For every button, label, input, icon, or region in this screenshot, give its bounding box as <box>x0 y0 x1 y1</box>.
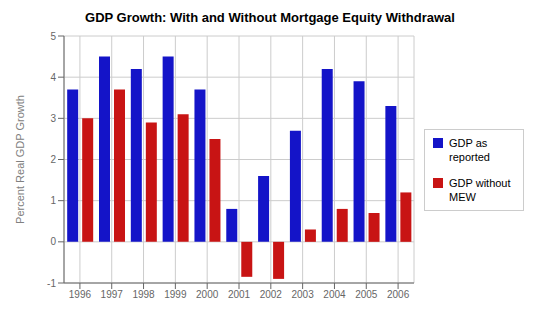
html-text:GDP without MEW: GDP without MEW <box>449 176 511 203</box>
svg-text:5: 5 <box>50 31 56 42</box>
svg-text:1997: 1997 <box>101 289 124 300</box>
svg-text:2005: 2005 <box>355 289 378 300</box>
html-text:GDP Growth: With and Without M: GDP Growth: With and Without Mortgage Eq… <box>85 10 455 25</box>
svg-text:1999: 1999 <box>164 289 187 300</box>
svg-text:2004: 2004 <box>323 289 346 300</box>
svg-text:1: 1 <box>50 195 56 206</box>
svg-text:2000: 2000 <box>196 289 219 300</box>
svg-text:1998: 1998 <box>132 289 155 300</box>
svg-text:Percent Real GDP Growth: Percent Real GDP Growth <box>14 95 26 224</box>
svg-text:4: 4 <box>50 72 56 83</box>
svg-text:2006: 2006 <box>387 289 410 300</box>
svg-text:2002: 2002 <box>260 289 283 300</box>
svg-text:-1: -1 <box>47 278 56 289</box>
svg-text:3: 3 <box>50 113 56 124</box>
svg-text:1996: 1996 <box>69 289 92 300</box>
svg-text:2003: 2003 <box>292 289 315 300</box>
svg-text:0: 0 <box>50 236 56 247</box>
svg-text:2: 2 <box>50 154 56 165</box>
html-text:GDP as reported: GDP as reported <box>449 136 490 163</box>
svg-text:2001: 2001 <box>228 289 251 300</box>
